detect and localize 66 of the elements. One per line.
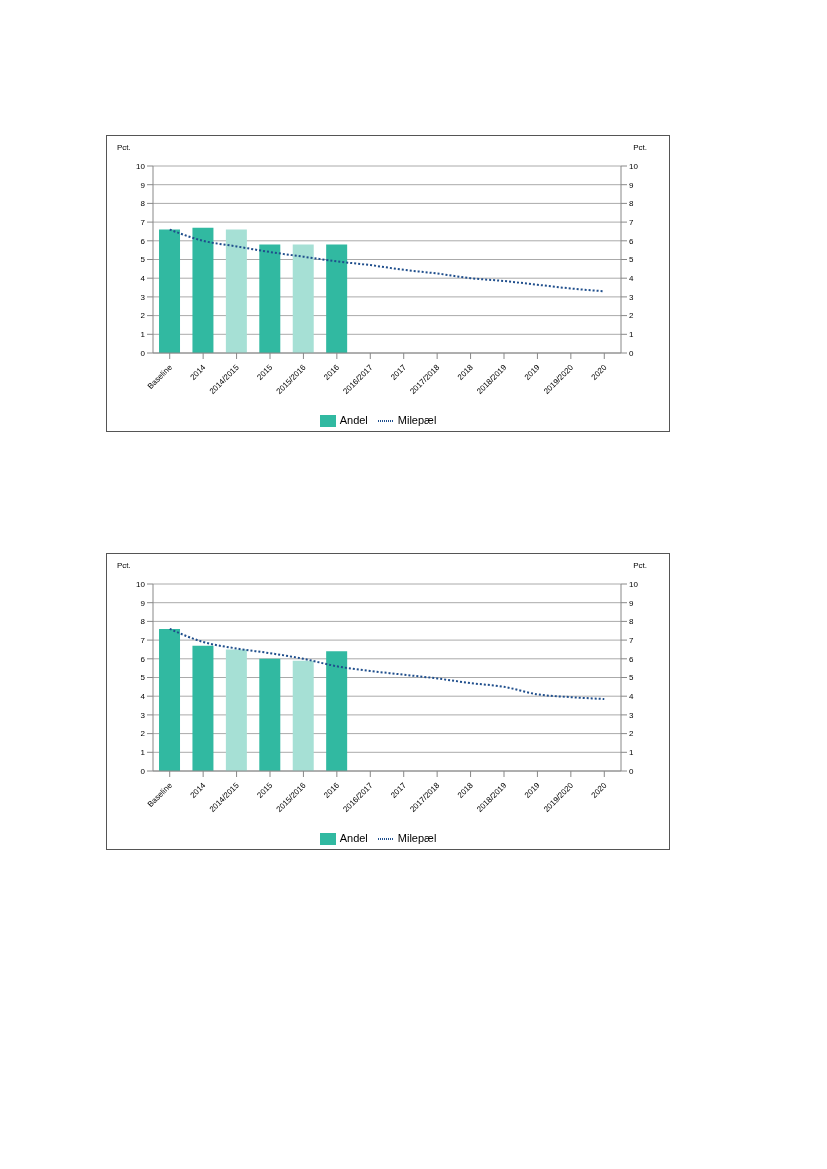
y-tick-label: 3 xyxy=(140,292,146,302)
y2-tick-label: 5 xyxy=(629,673,634,683)
y-tick-label: 10 xyxy=(136,579,146,589)
legend-label: Milepæl xyxy=(397,831,437,844)
line-series xyxy=(168,228,606,293)
bar xyxy=(159,628,181,771)
y-tick-label: 8 xyxy=(140,617,146,627)
y-tick-label: 8 xyxy=(140,199,146,209)
y2-tick-label: 3 xyxy=(629,710,634,720)
y-tick-label: 2 xyxy=(140,311,146,321)
y2-tick-label: 6 xyxy=(629,654,634,664)
y2-tick-label: 1 xyxy=(629,330,634,340)
y2-tick-label: 1 xyxy=(629,748,634,758)
y2-tick-label: 4 xyxy=(629,274,634,284)
y-tick-label: 3 xyxy=(140,710,146,720)
y-tick-label: 0 xyxy=(140,348,146,358)
bar xyxy=(225,229,247,353)
y2-tick-label: 10 xyxy=(629,579,639,589)
y2-axis-title: Pct. xyxy=(633,561,647,570)
y-axis-title: Pct. xyxy=(117,143,131,152)
y-tick-label: 9 xyxy=(140,180,146,190)
y2-tick-label: 0 xyxy=(629,348,634,358)
bar xyxy=(192,227,214,353)
y-tick-label: 4 xyxy=(140,692,146,702)
y-tick-label: 2 xyxy=(140,729,146,739)
y2-tick-label: 6 xyxy=(629,236,634,246)
y2-tick-label: 4 xyxy=(629,692,634,702)
y-axis-title: Pct. xyxy=(117,561,131,570)
y2-tick-label: 0 xyxy=(629,766,634,776)
y-tick-label: 1 xyxy=(140,330,146,340)
y-tick-label: 6 xyxy=(140,654,146,664)
legend-label: Milepæl xyxy=(397,413,437,426)
y2-tick-label: 3 xyxy=(629,292,634,302)
line-series xyxy=(168,627,606,701)
y-tick-label: 0 xyxy=(140,766,146,776)
legend-label: Andel xyxy=(339,831,368,844)
y-tick-label: 5 xyxy=(140,255,146,265)
bar xyxy=(326,651,348,771)
y2-tick-label: 5 xyxy=(629,255,634,265)
y-tick-label: 7 xyxy=(140,635,146,645)
y-tick-label: 6 xyxy=(140,236,146,246)
y-tick-label: 4 xyxy=(140,274,146,284)
y-tick-label: 10 xyxy=(136,161,146,171)
y2-tick-label: 7 xyxy=(629,217,634,227)
y2-tick-label: 8 xyxy=(629,199,634,209)
y2-tick-label: 2 xyxy=(629,729,634,739)
bar xyxy=(159,229,181,353)
bar xyxy=(326,244,348,353)
y2-tick-label: 7 xyxy=(629,635,634,645)
bar xyxy=(259,244,281,353)
y-tick-label: 9 xyxy=(140,598,146,608)
y-tick-label: 5 xyxy=(140,673,146,683)
y2-tick-label: 9 xyxy=(629,180,634,190)
y2-axis-title: Pct. xyxy=(633,143,647,152)
y2-tick-label: 8 xyxy=(629,617,634,627)
bar xyxy=(192,645,214,771)
y2-tick-label: 10 xyxy=(629,161,639,171)
y-tick-label: 7 xyxy=(140,217,146,227)
bar xyxy=(259,658,281,771)
bar xyxy=(292,244,314,353)
y2-tick-label: 9 xyxy=(629,598,634,608)
bar xyxy=(225,649,247,771)
bar xyxy=(292,660,314,771)
y2-tick-label: 2 xyxy=(629,311,634,321)
legend-label: Andel xyxy=(339,413,368,426)
y-tick-label: 1 xyxy=(140,748,146,758)
